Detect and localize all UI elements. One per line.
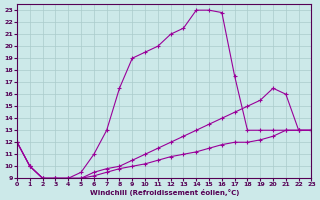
X-axis label: Windchill (Refroidissement éolien,°C): Windchill (Refroidissement éolien,°C) [90, 189, 239, 196]
